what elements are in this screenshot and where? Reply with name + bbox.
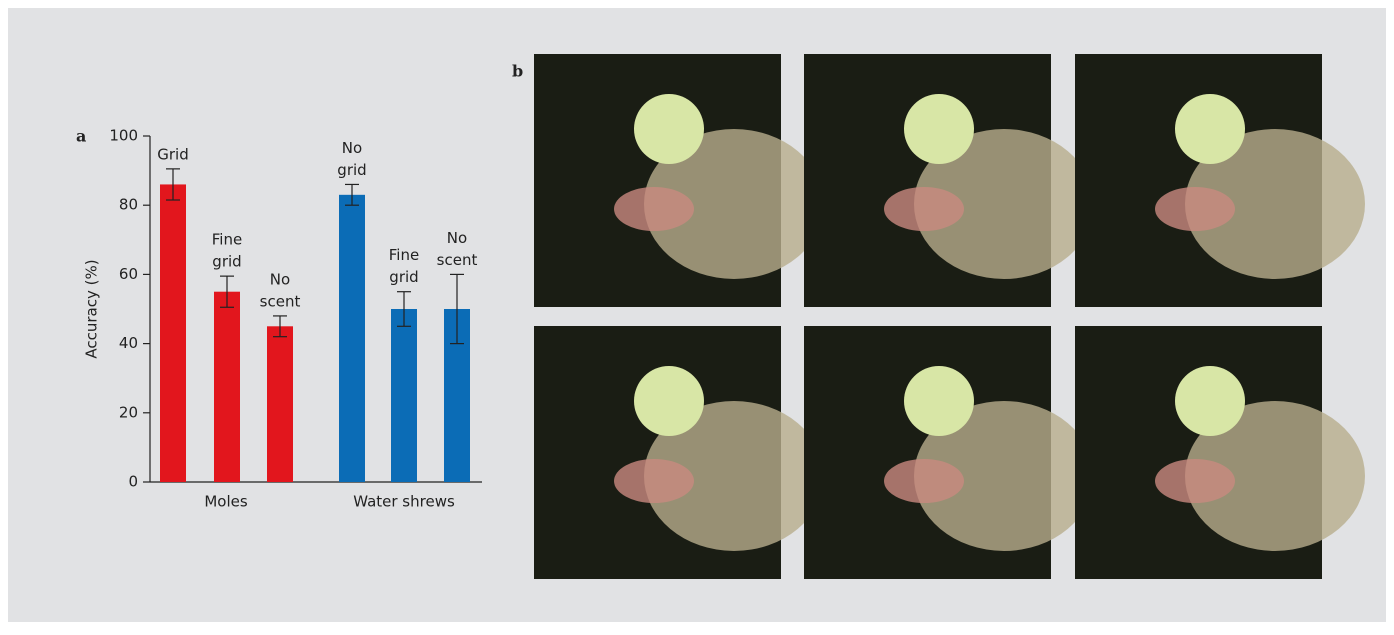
photo-face — [914, 401, 1094, 551]
panel-label: b — [512, 62, 523, 81]
photo-nose — [884, 459, 964, 503]
photo-bubble — [904, 94, 974, 164]
photo-face — [644, 129, 824, 279]
bar-label: scent — [437, 251, 478, 269]
bar-label: grid — [389, 268, 418, 286]
panel-label: a — [76, 127, 86, 146]
bar — [267, 326, 293, 482]
y-tick-label: 80 — [119, 196, 138, 214]
photo-nose — [884, 187, 964, 231]
bar-label: scent — [260, 292, 301, 310]
y-tick-label: 0 — [128, 473, 138, 491]
y-tick-label: 40 — [119, 334, 138, 352]
photo-bubble — [1175, 366, 1245, 436]
bar-label: Fine — [389, 246, 419, 264]
bar — [339, 194, 365, 482]
photo-bubble — [904, 366, 974, 436]
error-bar — [166, 168, 180, 201]
photo-nose — [614, 187, 694, 231]
photo-bubble — [634, 94, 704, 164]
bar-label: No — [342, 139, 362, 157]
photo-nose — [1155, 187, 1235, 231]
bar-label: Grid — [157, 145, 188, 163]
photo-face — [644, 401, 824, 551]
photo-nose — [614, 459, 694, 503]
group-label: Water shrews — [353, 493, 455, 511]
error-bar — [220, 275, 234, 308]
group-label: Moles — [204, 493, 248, 511]
y-tick-label: 100 — [109, 127, 138, 145]
photo-face — [914, 129, 1094, 279]
error-bar — [273, 315, 287, 338]
photo-grid — [534, 54, 1365, 579]
photo-face — [1185, 401, 1365, 551]
bar-label: grid — [337, 161, 366, 179]
bar-label: No — [270, 270, 290, 288]
y-tick-label: 60 — [119, 265, 138, 283]
photo-bubble — [634, 366, 704, 436]
bar-label: Fine — [212, 231, 242, 249]
photo-face — [1185, 129, 1365, 279]
bar-label: No — [447, 229, 467, 247]
error-bar — [397, 291, 411, 327]
error-bar — [450, 273, 464, 345]
photo-bubble — [1175, 94, 1245, 164]
bar — [391, 309, 417, 482]
error-bar — [345, 183, 359, 206]
bar-label: grid — [212, 253, 241, 271]
bar — [214, 291, 240, 482]
photo-nose — [1155, 459, 1235, 503]
y-tick-label: 20 — [119, 403, 138, 421]
y-axis-label: Accuracy (%) — [83, 259, 101, 358]
bar — [160, 184, 186, 482]
